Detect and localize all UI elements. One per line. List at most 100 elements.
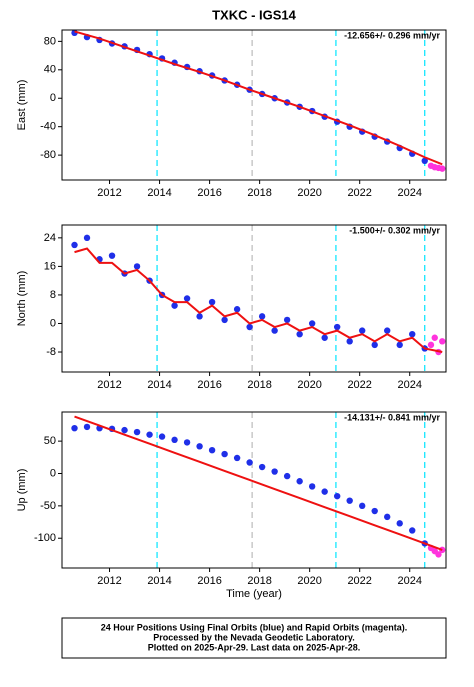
data-point xyxy=(371,341,378,349)
data-point xyxy=(208,446,216,454)
data-point xyxy=(308,320,316,327)
y-tick-label: -100 xyxy=(34,532,56,544)
data-point xyxy=(431,334,438,341)
data-point xyxy=(196,313,203,320)
data-point xyxy=(221,450,228,458)
title: TXKC - IGS14 xyxy=(212,7,297,22)
data-point xyxy=(308,483,316,490)
x-tick-label: 2014 xyxy=(147,575,171,587)
data-point xyxy=(421,157,428,165)
data-point xyxy=(435,551,442,558)
x-tick-label: 2012 xyxy=(97,575,121,587)
y-tick-label: 50 xyxy=(44,435,56,447)
x-tick-label: 2012 xyxy=(97,379,121,391)
data-point xyxy=(271,327,278,334)
x-tick-label: 2012 xyxy=(97,187,121,199)
y-tick-label: 40 xyxy=(44,64,56,76)
y-axis-label: Up (mm) xyxy=(16,469,28,512)
y-tick-label: 80 xyxy=(44,35,56,47)
x-tick-label: 2020 xyxy=(297,379,321,391)
x-tick-label: 2014 xyxy=(147,187,171,199)
plot-frame xyxy=(61,411,447,569)
x-tick-label: 2022 xyxy=(347,379,371,391)
x-tick-label: 2020 xyxy=(297,575,321,587)
data-point xyxy=(121,426,128,434)
y-tick-label: 24 xyxy=(44,232,56,244)
y-tick-label: -8 xyxy=(46,346,56,358)
data-point xyxy=(384,513,391,521)
x-tick-label: 2022 xyxy=(347,187,371,199)
data-point xyxy=(246,323,253,331)
data-point xyxy=(283,316,291,324)
data-point xyxy=(146,431,153,438)
data-point xyxy=(83,423,91,431)
y-tick-label: 0 xyxy=(50,92,56,104)
data-point xyxy=(439,165,446,172)
data-point xyxy=(409,330,416,338)
x-tick-label: 2014 xyxy=(147,379,171,391)
footer-line: 24 Hour Positions Using Final Orbits (bl… xyxy=(101,622,408,632)
footer-line: Plotted on 2025-Apr-29. Last data on 202… xyxy=(148,642,361,652)
data-point xyxy=(158,433,166,440)
plot-area xyxy=(71,30,446,180)
plot-frame xyxy=(61,29,447,181)
data-point xyxy=(133,263,141,270)
x-tick-label: 2016 xyxy=(197,379,221,391)
x-tick-label: 2024 xyxy=(397,575,421,587)
data-point xyxy=(427,341,435,349)
plot-area xyxy=(71,225,446,372)
data-point xyxy=(208,298,216,306)
x-axis-label: Time (year) xyxy=(226,588,282,600)
data-point xyxy=(409,527,416,534)
data-point xyxy=(346,338,353,345)
model-line xyxy=(74,247,443,353)
y-tick-label: 0 xyxy=(50,467,56,479)
data-point xyxy=(396,341,403,349)
data-point xyxy=(183,295,191,302)
footer-box xyxy=(61,617,447,659)
data-point xyxy=(358,502,366,510)
x-tick-label: 2018 xyxy=(247,575,271,587)
data-point xyxy=(171,302,178,309)
data-point xyxy=(83,234,91,242)
data-point xyxy=(183,439,191,446)
data-point xyxy=(296,330,303,338)
plot-frame xyxy=(61,224,447,373)
x-tick-label: 2024 xyxy=(397,187,421,199)
data-point xyxy=(358,327,366,334)
y-tick-label: 0 xyxy=(50,317,56,329)
data-point xyxy=(233,306,241,313)
data-point xyxy=(171,436,178,444)
footer-line: Processed by the Nevada Geodetic Laborat… xyxy=(153,632,354,642)
data-point xyxy=(221,316,228,324)
data-point xyxy=(384,327,391,334)
x-tick-label: 2018 xyxy=(247,187,271,199)
data-point xyxy=(346,497,353,504)
data-point xyxy=(71,241,78,249)
data-point xyxy=(321,334,328,341)
data-point xyxy=(283,472,291,480)
y-tick-label: 8 xyxy=(50,289,56,301)
data-point xyxy=(196,443,203,450)
x-tick-label: 2022 xyxy=(347,575,371,587)
model-line xyxy=(74,30,443,166)
data-point xyxy=(396,520,403,527)
data-point xyxy=(321,488,328,495)
y-tick-label: -40 xyxy=(40,121,56,133)
x-tick-label: 2016 xyxy=(197,575,221,587)
data-point xyxy=(233,454,241,462)
model-line xyxy=(74,415,443,551)
rate-annotation: -12.656+/- 0.296 mm/yr xyxy=(344,30,440,40)
x-tick-label: 2018 xyxy=(247,379,271,391)
data-point xyxy=(371,507,378,515)
data-point xyxy=(71,424,78,432)
x-tick-label: 2024 xyxy=(397,379,421,391)
x-tick-label: 2016 xyxy=(197,187,221,199)
data-point xyxy=(333,492,341,500)
data-point xyxy=(108,252,116,259)
data-point xyxy=(258,463,266,471)
y-tick-label: -50 xyxy=(40,500,56,512)
y-axis-label: North (mm) xyxy=(16,271,28,327)
data-point xyxy=(296,478,303,485)
